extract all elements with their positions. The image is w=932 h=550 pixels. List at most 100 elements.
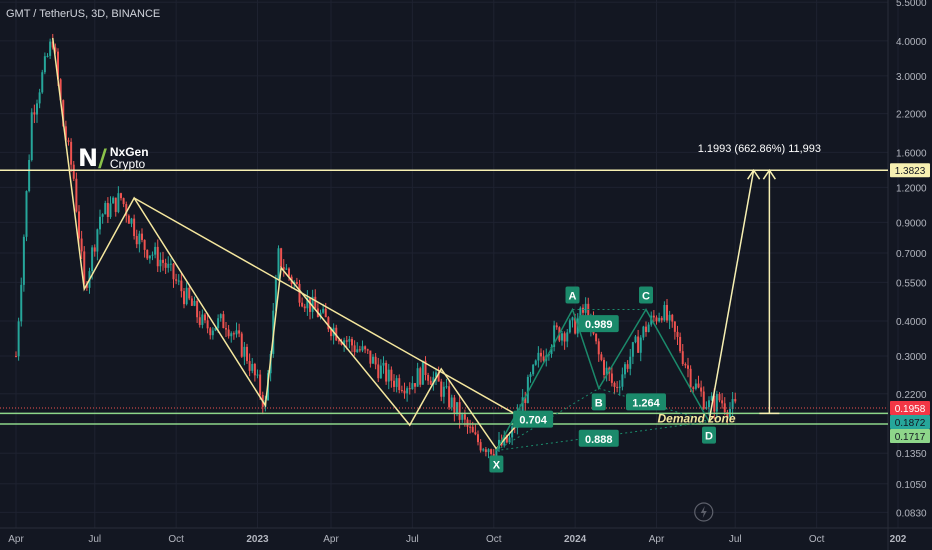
candle — [280, 247, 283, 271]
candle — [169, 258, 172, 272]
candle — [498, 432, 500, 453]
candle — [230, 331, 233, 343]
x-tick-label: 2024 — [564, 534, 587, 545]
candle — [366, 348, 369, 354]
candle — [353, 340, 356, 356]
candle — [563, 331, 566, 350]
point-badge — [702, 426, 716, 444]
candle — [550, 344, 553, 358]
candle — [663, 301, 666, 322]
candle-body — [479, 442, 482, 451]
candle — [295, 277, 298, 285]
candle-body — [295, 282, 298, 284]
candle — [642, 325, 645, 341]
candle-body — [416, 368, 419, 387]
candle-body — [114, 197, 117, 212]
candle-body — [20, 284, 23, 322]
candle — [626, 360, 629, 373]
candle-body — [450, 397, 453, 408]
candle-body — [148, 255, 151, 259]
candle — [448, 380, 451, 410]
candle-body — [30, 112, 33, 161]
candle — [723, 397, 726, 416]
candle-body — [280, 248, 283, 268]
candle-body — [440, 381, 443, 397]
candle — [190, 295, 193, 307]
candle-body — [634, 336, 637, 343]
candle-body — [571, 317, 574, 321]
ratio-label: 1.264 — [632, 397, 660, 409]
candle — [710, 392, 713, 401]
candle-body — [201, 314, 204, 325]
candle — [571, 316, 574, 328]
x-tick-label: Oct — [809, 534, 825, 545]
candle — [416, 362, 419, 387]
candle — [529, 371, 532, 383]
candle-body — [274, 278, 277, 311]
candle — [440, 378, 443, 402]
candle-body — [687, 365, 689, 369]
trendline — [133, 197, 523, 419]
candle — [209, 326, 212, 340]
candle — [482, 447, 485, 452]
candle — [303, 303, 306, 312]
price-badge: 0.1872 — [890, 414, 930, 429]
candle — [38, 88, 41, 109]
candle-body — [36, 103, 38, 115]
candle-body — [238, 330, 241, 334]
candle — [109, 196, 112, 219]
candle-body — [209, 328, 212, 336]
candle-body — [390, 369, 393, 381]
candle — [634, 334, 637, 344]
candle — [692, 386, 695, 393]
candle — [406, 386, 409, 402]
candle — [734, 392, 737, 404]
candle-body — [702, 391, 705, 409]
candle-body — [393, 380, 395, 387]
candle-body — [387, 369, 390, 382]
candle-body — [505, 435, 508, 443]
candle — [645, 321, 647, 337]
candle-body — [324, 308, 327, 318]
price-badge-label: 0.1958 — [895, 404, 926, 415]
candle-body — [624, 364, 626, 375]
candle — [600, 351, 603, 362]
candle — [316, 303, 319, 318]
candle-body — [345, 340, 348, 342]
candle — [702, 386, 705, 410]
candle — [198, 311, 201, 328]
candle — [387, 363, 390, 390]
candle — [93, 244, 96, 257]
x-tick-label: Apr — [323, 534, 339, 545]
candle — [647, 322, 650, 333]
candle — [227, 325, 230, 339]
candle — [348, 336, 351, 349]
candle-body — [62, 100, 65, 127]
candle-body — [33, 112, 36, 115]
point-badge — [591, 393, 606, 411]
candle — [251, 358, 254, 374]
candle-body — [109, 203, 112, 217]
price-badge-bg — [890, 400, 930, 415]
candle — [196, 299, 199, 323]
candle — [164, 258, 167, 274]
candle — [679, 332, 682, 354]
candle-body — [227, 329, 230, 337]
candle-body — [246, 346, 248, 362]
candle-body — [715, 394, 718, 412]
candle-body — [526, 376, 529, 403]
candle — [540, 348, 542, 363]
candle — [162, 251, 164, 271]
candle-body — [408, 388, 411, 390]
candle — [385, 360, 388, 385]
lightning-icon — [694, 502, 714, 522]
candle — [414, 383, 416, 394]
price-badge: 0.1717 — [890, 428, 930, 443]
candle — [595, 333, 598, 345]
candle — [274, 274, 277, 312]
candle-body — [193, 300, 196, 306]
candle-body — [301, 302, 304, 307]
candle — [148, 255, 151, 264]
candle — [49, 38, 52, 59]
